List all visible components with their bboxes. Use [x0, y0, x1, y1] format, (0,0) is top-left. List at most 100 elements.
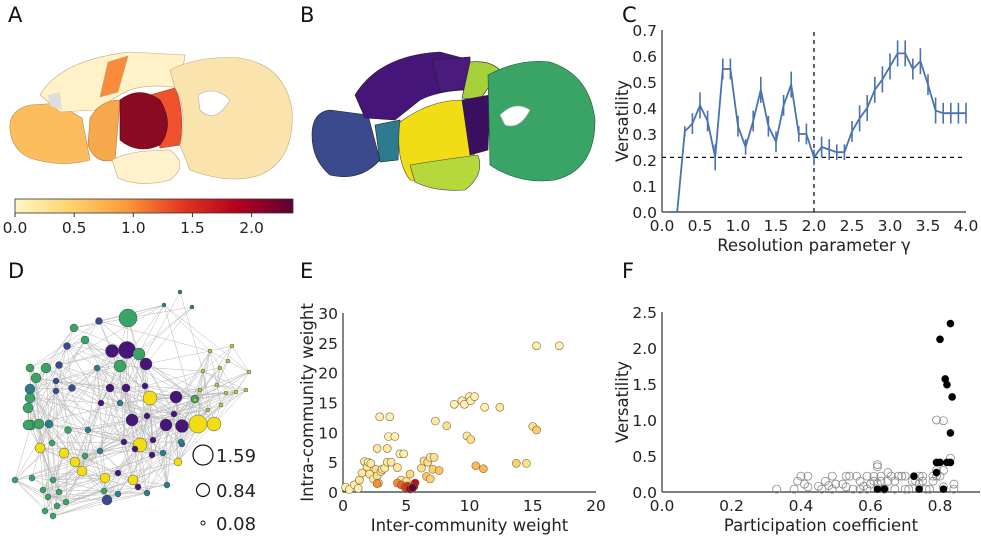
- network-edge: [202, 345, 233, 372]
- scatter-point-filled: [939, 485, 948, 493]
- network-node: [218, 402, 224, 408]
- network-edge: [66, 345, 113, 352]
- network-node: [120, 438, 128, 446]
- scatter-point-hollow: [873, 462, 882, 472]
- y-tick-label: 2.0: [632, 340, 657, 358]
- region-thalamus: [119, 92, 168, 150]
- network-node: [139, 357, 153, 371]
- network-edge: [146, 441, 182, 494]
- scatter-point: [532, 341, 541, 351]
- network-edge: [63, 387, 111, 454]
- scatter-point-hollow: [925, 484, 934, 494]
- network-edge: [119, 353, 140, 404]
- x-tick-label: 0.8: [928, 497, 953, 515]
- network-edge: [84, 399, 196, 457]
- scatter-point-hollow: [949, 484, 959, 494]
- network-node: [141, 382, 149, 390]
- scatter-point: [408, 483, 417, 493]
- network-edge: [106, 486, 139, 501]
- network-edge: [194, 370, 204, 400]
- scatter-point-filled: [946, 458, 955, 467]
- scatter-point-hollow: [813, 481, 823, 491]
- x-axis-label: Participation coefficient: [724, 516, 919, 535]
- y-tick-label: 5: [328, 454, 338, 472]
- scatter-point-hollow: [918, 476, 928, 486]
- x-tick-label: 20: [586, 497, 606, 515]
- y-tick-label: 15: [318, 395, 338, 413]
- network-edge: [14, 423, 50, 481]
- region-cortex-hot: [99, 55, 129, 98]
- network-node: [22, 419, 34, 431]
- network-node: [24, 383, 36, 395]
- scatter-point-hollow: [800, 479, 809, 489]
- network-edge: [119, 402, 175, 415]
- scatter-point-filled: [946, 319, 955, 328]
- x-tick-label: 0.0: [650, 217, 675, 235]
- node-size-legend: 1.59 0.84 0.08: [192, 444, 256, 535]
- network-edge: [207, 367, 221, 411]
- network-edge: [165, 424, 179, 463]
- network-node: [76, 465, 88, 477]
- scatter-point-filled: [946, 429, 955, 437]
- network-edge: [66, 345, 73, 389]
- scatter-point-hollow: [866, 479, 875, 489]
- network-edge: [47, 452, 65, 498]
- network-edge: [38, 390, 57, 425]
- network-edge: [87, 429, 141, 446]
- network-node: [127, 474, 139, 486]
- legend-circle-medium: [195, 482, 211, 498]
- x-tick-label: 3.5: [916, 217, 941, 235]
- legend-circle-large: [192, 444, 214, 466]
- network-node: [49, 476, 57, 484]
- network-edge: [96, 367, 148, 417]
- network-node: [84, 426, 92, 434]
- region-cerebellum: [169, 57, 293, 180]
- network-node: [217, 365, 223, 371]
- scatter-point-hollow: [900, 484, 910, 494]
- network-node: [22, 402, 34, 414]
- network-edge: [14, 442, 53, 481]
- network-edge: [209, 350, 229, 362]
- network-edge: [96, 367, 146, 387]
- scatter-point: [429, 453, 439, 462]
- network-edge: [44, 491, 60, 512]
- panel-c-chart: 0.0 0.5 1.0 1.5 2.0 2.5 3.0 3.5 4.0 0.0 0.1 0.2 0.3 0…: [613, 22, 978, 255]
- network-node: [200, 368, 206, 374]
- x-tick-label: 2.0: [802, 217, 827, 235]
- y-tick-label: 0.0: [632, 484, 657, 502]
- network-edge: [14, 429, 69, 481]
- y-tick-label: 0: [328, 484, 338, 502]
- scatter-point-hollow: [862, 471, 872, 481]
- scatter-point-filled: [943, 380, 951, 389]
- colorbar-tick-label: 2.0: [239, 219, 264, 237]
- x-tick-label: 0.0: [650, 497, 675, 515]
- network-edge: [145, 350, 211, 365]
- network-edge: [99, 402, 121, 452]
- network-node: [105, 383, 115, 393]
- network-node: [207, 348, 213, 354]
- network-node: [113, 359, 127, 373]
- network-edge: [52, 499, 108, 517]
- network-edge: [66, 345, 121, 367]
- y-tick-label: 2.5: [632, 304, 657, 322]
- network-edge: [42, 489, 67, 503]
- network-node: [52, 387, 60, 395]
- network-edge: [42, 402, 102, 491]
- network-node: [206, 416, 222, 432]
- network-edge: [87, 419, 133, 431]
- network-node: [97, 399, 105, 407]
- scatter-point-hollow: [928, 476, 938, 486]
- scatter-point-hollow: [876, 476, 886, 486]
- network-edge: [58, 364, 121, 404]
- network-node: [44, 419, 54, 429]
- network-edge: [39, 447, 60, 493]
- scatter-point: [390, 432, 400, 441]
- network-edge: [163, 304, 199, 425]
- network-node: [69, 456, 81, 468]
- network-edge: [71, 387, 102, 404]
- network-edge: [213, 389, 247, 425]
- region-ventricle: [499, 105, 531, 127]
- network-edge: [216, 384, 237, 393]
- network-node: [246, 369, 252, 375]
- network-edge: [134, 448, 168, 486]
